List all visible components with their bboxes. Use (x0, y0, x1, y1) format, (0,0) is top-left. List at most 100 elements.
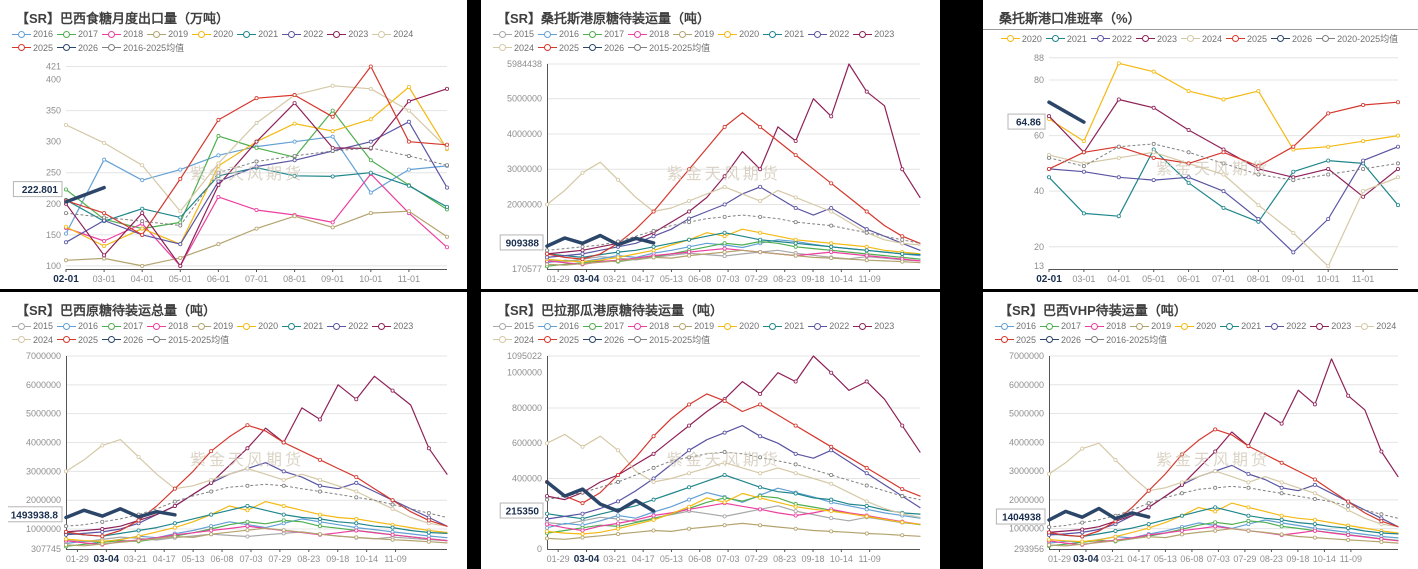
legend-item-2017[interactable]: 2017 (102, 321, 143, 331)
legend-item-2015[interactable]: 2015 (493, 321, 534, 331)
legend-item-2016-2025均值[interactable]: 2016-2025均值 (102, 41, 184, 54)
legend-label: 2019 (694, 321, 715, 331)
brazil-raw-sugar-waiting-total-plot[interactable]: 7000000 6000000 5000000 4000000 3000000 20000… (8, 348, 459, 567)
legend-item-2016[interactable]: 2016 (995, 321, 1036, 331)
legend-item-2024[interactable]: 2024 (372, 29, 413, 39)
legend-item-2021[interactable]: 2021 (282, 321, 323, 331)
legend-item-2024[interactable]: 2024 (12, 335, 53, 345)
svg-text:08-01: 08-01 (283, 274, 306, 284)
legend-item-2016[interactable]: 2016 (12, 29, 53, 39)
legend-item-2018[interactable]: 2018 (628, 321, 669, 331)
legend-item-2015[interactable]: 2015 (12, 321, 53, 331)
legend-item-2023[interactable]: 2023 (853, 321, 894, 331)
svg-text:09-18: 09-18 (326, 554, 349, 564)
legend-item-2023[interactable]: 2023 (1135, 34, 1177, 44)
svg-text:3000000: 3000000 (1009, 466, 1044, 476)
legend-marker-icon (583, 322, 603, 331)
svg-text:07-29: 07-29 (745, 554, 768, 564)
legend-item-2017[interactable]: 2017 (1040, 321, 1081, 331)
current-value-badge: 1493938.8 (8, 506, 63, 523)
legend-item-2020[interactable]: 2020 (718, 29, 759, 39)
legend: 2016 2017 2018 2019 2020 2021 2022 2023 2024 2025… (991, 321, 1410, 348)
legend-item-2022[interactable]: 2022 (808, 321, 849, 331)
legend-item-2020-2025均值[interactable]: 2020-2025均值 (1316, 32, 1398, 45)
legend-item-2021[interactable]: 2021 (1045, 34, 1087, 44)
legend-item-2018[interactable]: 2018 (628, 29, 669, 39)
legend-marker-icon (583, 335, 603, 344)
legend-item-2017[interactable]: 2017 (583, 321, 624, 331)
legend-item-2024[interactable]: 2024 (493, 43, 534, 53)
legend-item-2018[interactable]: 2018 (147, 321, 188, 331)
legend-item-2016[interactable]: 2016 (538, 29, 579, 39)
legend-item-2020[interactable]: 2020 (192, 29, 233, 39)
legend-item-2026[interactable]: 2026 (583, 335, 624, 345)
legend-item-2020[interactable]: 2020 (1175, 321, 1216, 331)
legend-marker-icon (192, 30, 212, 39)
legend-item-2016-2025均值[interactable]: 2016-2025均值 (1085, 333, 1167, 346)
legend-item-2024[interactable]: 2024 (1355, 321, 1396, 331)
legend-label: 2016-2025均值 (123, 43, 185, 53)
legend-item-2018[interactable]: 2018 (102, 29, 143, 39)
legend-item-2026[interactable]: 2026 (102, 335, 143, 345)
santos-raw-sugar-waiting-plot[interactable]: 5984438 5000000 4000000 3000000 2000000 17057… (489, 56, 932, 287)
legend-item-2017[interactable]: 2017 (57, 29, 98, 39)
legend-item-2015-2025均值[interactable]: 2015-2025均值 (628, 41, 710, 54)
brazil-monthly-exports-plot[interactable]: 421 400 350 300 250 200 150 100 02-01 03-01 04-01 0… (8, 56, 459, 287)
legend-item-2022[interactable]: 2022 (282, 29, 323, 39)
svg-text:40: 40 (1034, 186, 1044, 196)
legend-item-2017[interactable]: 2017 (583, 29, 624, 39)
legend-item-2021[interactable]: 2021 (763, 321, 804, 331)
legend-item-2025[interactable]: 2025 (1226, 34, 1267, 44)
legend-item-2025[interactable]: 2025 (57, 335, 98, 345)
legend-item-2018[interactable]: 2018 (1085, 321, 1126, 331)
legend-label: 2023 (874, 321, 895, 331)
svg-text:03-04: 03-04 (94, 554, 120, 565)
legend-item-2015[interactable]: 2015 (493, 29, 534, 39)
legend-item-2019[interactable]: 2019 (147, 29, 188, 39)
legend-label: 2018 (649, 321, 670, 331)
legend-item-2022[interactable]: 2022 (1090, 34, 1132, 44)
brazil-vhp-waiting-plot[interactable]: 7000000 6000000 5000000 4000000 3000000 20000… (991, 348, 1410, 567)
legend-label: 2020 (739, 29, 760, 39)
legend-item-2021[interactable]: 2021 (237, 29, 278, 39)
legend-item-2019[interactable]: 2019 (673, 321, 714, 331)
legend-item-2016[interactable]: 2016 (538, 321, 579, 331)
legend-item-2022[interactable]: 2022 (327, 321, 368, 331)
legend-item-2021[interactable]: 2021 (1220, 321, 1261, 331)
legend-item-2019[interactable]: 2019 (1130, 321, 1171, 331)
legend-item-2025[interactable]: 2025 (538, 43, 579, 53)
legend-item-2023[interactable]: 2023 (372, 321, 413, 331)
legend: 2015 2016 2017 2018 2019 2020 2021 2022 2023 2024… (489, 29, 932, 56)
legend-marker-icon (1085, 335, 1105, 344)
paranagua-raw-sugar-waiting-plot[interactable]: 1095022100000080000060000040000020000000… (489, 348, 932, 567)
legend-item-2024[interactable]: 2024 (1180, 34, 1222, 44)
legend-item-2026[interactable]: 2026 (1271, 34, 1312, 44)
legend-item-2020[interactable]: 2020 (718, 321, 759, 331)
legend-item-2026[interactable]: 2026 (57, 43, 98, 53)
legend-item-2019[interactable]: 2019 (192, 321, 233, 331)
legend-item-2022[interactable]: 2022 (1265, 321, 1306, 331)
legend-marker-icon (1180, 34, 1200, 43)
legend-item-2025[interactable]: 2025 (12, 43, 53, 53)
legend-item-2026[interactable]: 2026 (1040, 335, 1081, 345)
legend-item-2020[interactable]: 2020 (237, 321, 278, 331)
legend-item-2015-2025均值[interactable]: 2015-2025均值 (147, 333, 229, 346)
legend-item-2021[interactable]: 2021 (763, 29, 804, 39)
legend-item-2026[interactable]: 2026 (583, 43, 624, 53)
legend-item-2024[interactable]: 2024 (493, 335, 534, 345)
legend-item-2020[interactable]: 2020 (1000, 34, 1042, 44)
legend-item-2022[interactable]: 2022 (808, 29, 849, 39)
legend-item-2023[interactable]: 2023 (1310, 321, 1351, 331)
legend-item-2023[interactable]: 2023 (327, 29, 368, 39)
legend-item-2023[interactable]: 2023 (853, 29, 894, 39)
legend-item-2016[interactable]: 2016 (57, 321, 98, 331)
legend-item-2025[interactable]: 2025 (538, 335, 579, 345)
santos-port-on-schedule-rate-plot[interactable]: 88 80 60 40 20 13 02-01 03-01 04-01 05-01 06-01 07-… (991, 47, 1410, 287)
legend-item-2015-2025均值[interactable]: 2015-2025均值 (628, 333, 710, 346)
legend-marker-icon (57, 30, 77, 39)
chart-title: 【SR】桑托斯港原糖待装运量（吨） (497, 11, 711, 26)
legend-item-2025[interactable]: 2025 (995, 335, 1036, 345)
svg-text:07-29: 07-29 (745, 274, 768, 284)
legend-item-2019[interactable]: 2019 (673, 29, 714, 39)
svg-text:09-18: 09-18 (802, 554, 825, 564)
